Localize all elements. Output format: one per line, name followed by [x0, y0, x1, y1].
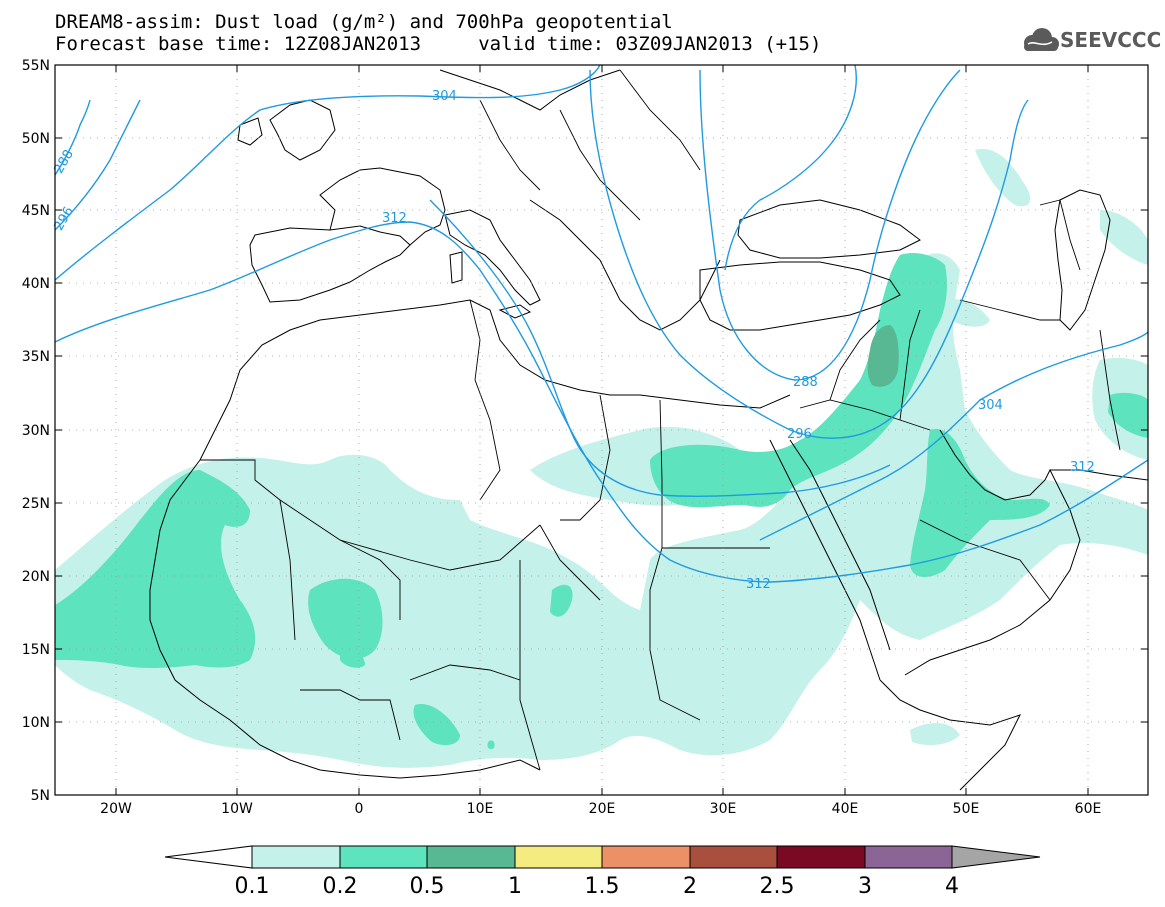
dust-region-dark	[867, 325, 899, 387]
colorbar-bin	[601, 845, 691, 869]
map-title: DREAM8-assim: Dust load (g/m²) and 700hP…	[55, 11, 673, 33]
contour-288-east	[699, 69, 961, 381]
lon-label: 20W	[100, 801, 132, 817]
coastlines	[149, 69, 1148, 791]
country-borders	[200, 69, 1121, 771]
contour-label: 312	[382, 211, 407, 226]
lat-label: 55N	[22, 58, 50, 74]
lon-label: 30E	[710, 801, 737, 817]
lat-label: 5N	[31, 788, 50, 804]
colorbar-label: 0.5	[410, 874, 445, 899]
contour-312-west	[55, 221, 1148, 583]
lon-label: 10W	[221, 801, 253, 817]
colorbar-label: 0.2	[323, 874, 358, 899]
lat-label: 15N	[22, 642, 50, 658]
contour-label: 312	[746, 577, 771, 592]
lat-label: 40N	[22, 276, 50, 292]
contour-288-west	[55, 99, 91, 176]
lon-label: 20E	[589, 801, 616, 817]
contour-label: 304	[432, 89, 457, 104]
dust-shading	[55, 149, 1148, 768]
contour-north-east	[724, 65, 857, 271]
colorbar-label: 1.5	[585, 874, 620, 899]
dust-region-medium-3	[340, 653, 365, 668]
colorbar-bin	[689, 845, 778, 869]
contour-label: 288	[793, 375, 818, 390]
dust-region-medium-8	[1108, 392, 1148, 438]
latitude-labels: 55N 50N 45N 40N 35N 30N 25N 20N 15N 10N …	[22, 58, 50, 804]
lon-label: 40E	[832, 801, 859, 817]
contour-label: 296	[787, 427, 812, 442]
contour-label: 304	[978, 398, 1003, 413]
lon-label: 0	[355, 801, 364, 817]
colorbar-bin	[776, 845, 866, 869]
graticule	[55, 65, 1148, 795]
lon-label: 60E	[1075, 801, 1102, 817]
dust-region-medium-5	[550, 584, 573, 617]
colorbar-bin	[251, 845, 341, 869]
colorbar-label: 1	[508, 874, 522, 899]
seevccc-logo	[1024, 28, 1059, 51]
lon-label: 50E	[953, 801, 980, 817]
contour-296-west	[55, 99, 141, 231]
colorbar-bin	[339, 845, 428, 869]
colorbar-label: 0.1	[235, 874, 270, 899]
colorbar-bin	[514, 845, 603, 869]
contour-label: 312	[1070, 460, 1095, 475]
contour-east-trough	[589, 69, 1029, 439]
dust-region-medium-2	[308, 578, 383, 660]
cloud-icon	[1024, 28, 1059, 51]
contour-312-south	[429, 199, 891, 497]
colorbar-bin	[426, 845, 516, 869]
geopotential-contours	[55, 65, 1148, 583]
dust-region-light-3	[975, 149, 1031, 207]
dust-region-light-5	[1100, 210, 1148, 265]
tick-marks	[55, 64, 1148, 795]
lat-label: 10N	[22, 715, 50, 731]
dust-region-light-7	[940, 298, 990, 327]
longitude-labels: 20W 10W 0 10E 20E 30E 40E 50E 60E	[100, 801, 1101, 817]
lat-label: 20N	[22, 569, 50, 585]
logo-text: SEEVCCC	[1060, 28, 1162, 52]
colorbar-max-arrow	[951, 845, 1041, 869]
dust-region-medium	[55, 470, 256, 669]
colorbar-label: 3	[858, 874, 872, 899]
colorbar-bin	[864, 845, 953, 869]
colorbar-min-arrow	[164, 845, 253, 869]
contour-304-north	[55, 65, 601, 281]
lat-label: 30N	[22, 423, 50, 439]
lat-label: 50N	[22, 131, 50, 147]
colorbar-label: 2	[683, 874, 697, 899]
lon-label: 10E	[467, 801, 494, 817]
lat-label: 45N	[22, 203, 50, 219]
dust-region-light-6	[910, 723, 960, 746]
colorbar-label: 4	[945, 874, 959, 899]
colorbar-label: 2.5	[760, 874, 795, 899]
lat-label: 25N	[22, 496, 50, 512]
dust-region-medium-4	[413, 704, 460, 746]
lat-label: 35N	[22, 349, 50, 365]
colorbar: 0.1 0.2 0.5 1 1.5 2 2.5 3 4	[164, 845, 1041, 899]
contour-304-east	[759, 331, 1148, 541]
dust-region-medium-9	[487, 740, 495, 750]
map-subtitle: Forecast base time: 12Z08JAN2013 valid t…	[55, 33, 822, 55]
